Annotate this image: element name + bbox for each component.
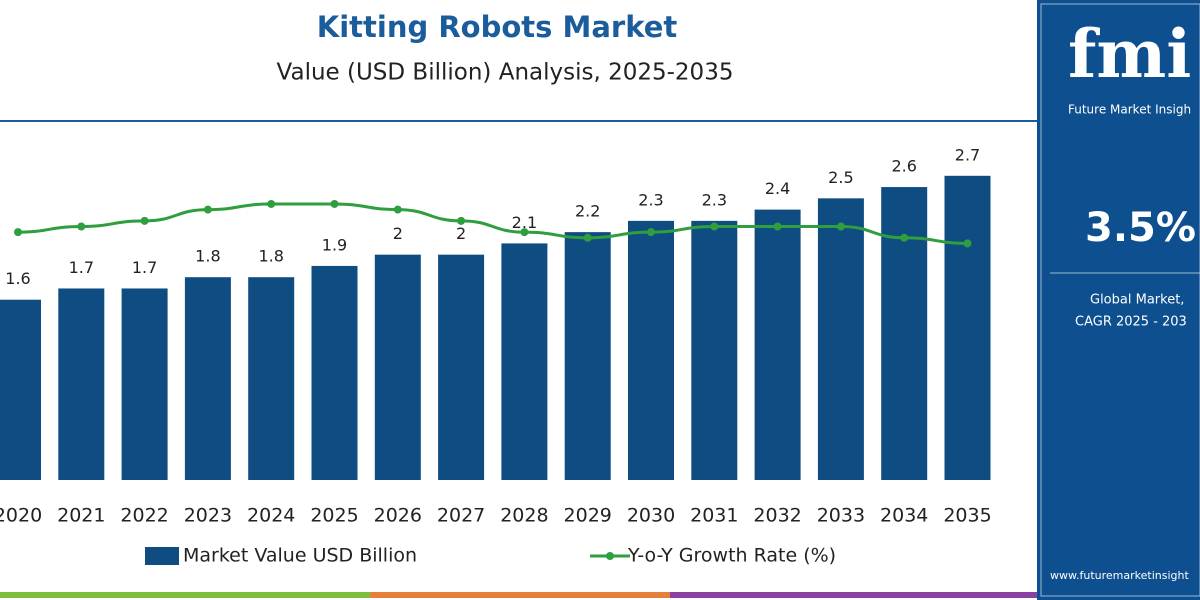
value-label: 1.7 [132,258,157,277]
legend-swatch [606,552,614,560]
panel-bg [1037,0,1200,600]
bar [311,265,358,480]
value-label: 1.8 [195,247,220,266]
legend-label: Market Value USD Billion [183,545,417,567]
x-tick-label: 2030 [627,505,675,527]
growth-point [330,199,339,208]
x-tick-label: 2033 [817,505,865,527]
x-tick-label: 2022 [120,505,168,527]
x-tick-label: 2025 [310,505,358,527]
growth-point [267,199,276,208]
bar [58,288,105,480]
value-label: 1.7 [69,258,94,277]
x-tick-label: 2028 [500,505,548,527]
logo: fmi [1068,15,1191,93]
growth-point [710,222,719,231]
bar [754,209,801,480]
value-label: 2 [393,224,403,243]
value-label: 2.2 [575,202,600,221]
x-tick-label: 2026 [374,505,422,527]
growth-point [393,205,402,214]
x-tick-label: 2023 [184,505,232,527]
x-tick-label: 2029 [564,505,612,527]
value-label: 2 [456,224,466,243]
growth-point [140,216,149,225]
url: www.futuremarketinsight [1050,569,1189,582]
value-label: 2.4 [765,179,790,198]
x-tick-label: 2035 [943,505,991,527]
growth-point [963,239,972,248]
cagr-value: 3.5% [1085,205,1196,251]
growth-point [457,216,466,225]
growth-point [647,228,655,237]
x-tick-label: 2024 [247,505,295,527]
bar [438,254,485,480]
bar [564,232,611,480]
value-label: 1.9 [322,235,347,254]
value-label: 2.7 [955,145,980,164]
growth-line [17,202,968,245]
growth-point [520,228,529,237]
value-label: 2.6 [891,157,916,176]
x-tick-label: 2031 [690,505,738,527]
tagline: Future Market Insigh [1068,103,1191,117]
bar [374,254,421,480]
value-label: 1.6 [5,269,30,288]
chart-title: Kitting Robots Market [317,10,678,44]
chart-subtitle: Value (USD Billion) Analysis, 2025-2035 [277,60,734,86]
x-tick-label: 2027 [437,505,485,527]
bar [0,299,41,480]
bar [628,220,674,480]
bar [881,187,928,481]
bar [184,277,231,480]
growth-point [203,205,212,214]
footer-strip [370,592,670,598]
x-tick-label: 2034 [880,505,928,527]
value-label: 2.3 [702,190,727,209]
growth-point [77,222,86,231]
growth-point [773,222,782,231]
bar [691,220,738,480]
side-panel: fmi Future Market Insigh 3.5% Global Mar… [1037,0,1200,600]
growth-point [900,233,909,242]
x-tick-label: 2021 [57,505,105,527]
value-label: 2.5 [828,168,853,187]
bar [501,243,548,480]
cagr-caption: CAGR 2025 - 203 [1075,315,1187,330]
value-label: 1.8 [258,247,283,266]
growth-point [583,233,592,242]
value-label: 2.1 [512,213,537,232]
panel-border [1040,3,1200,597]
footer-strip [670,592,1037,598]
legend-label: Y-o-Y Growth Rate (%) [627,545,836,567]
legend-swatch [145,547,179,565]
cagr-caption: Global Market, [1090,293,1184,308]
growth-point [836,222,845,231]
footer-strip [0,592,370,598]
value-label: 2.3 [638,190,663,209]
bar [817,198,864,481]
growth-point [14,228,22,237]
bar [121,288,168,480]
x-tick-label: 2032 [753,505,801,527]
bar [248,277,295,480]
bar [944,175,991,481]
